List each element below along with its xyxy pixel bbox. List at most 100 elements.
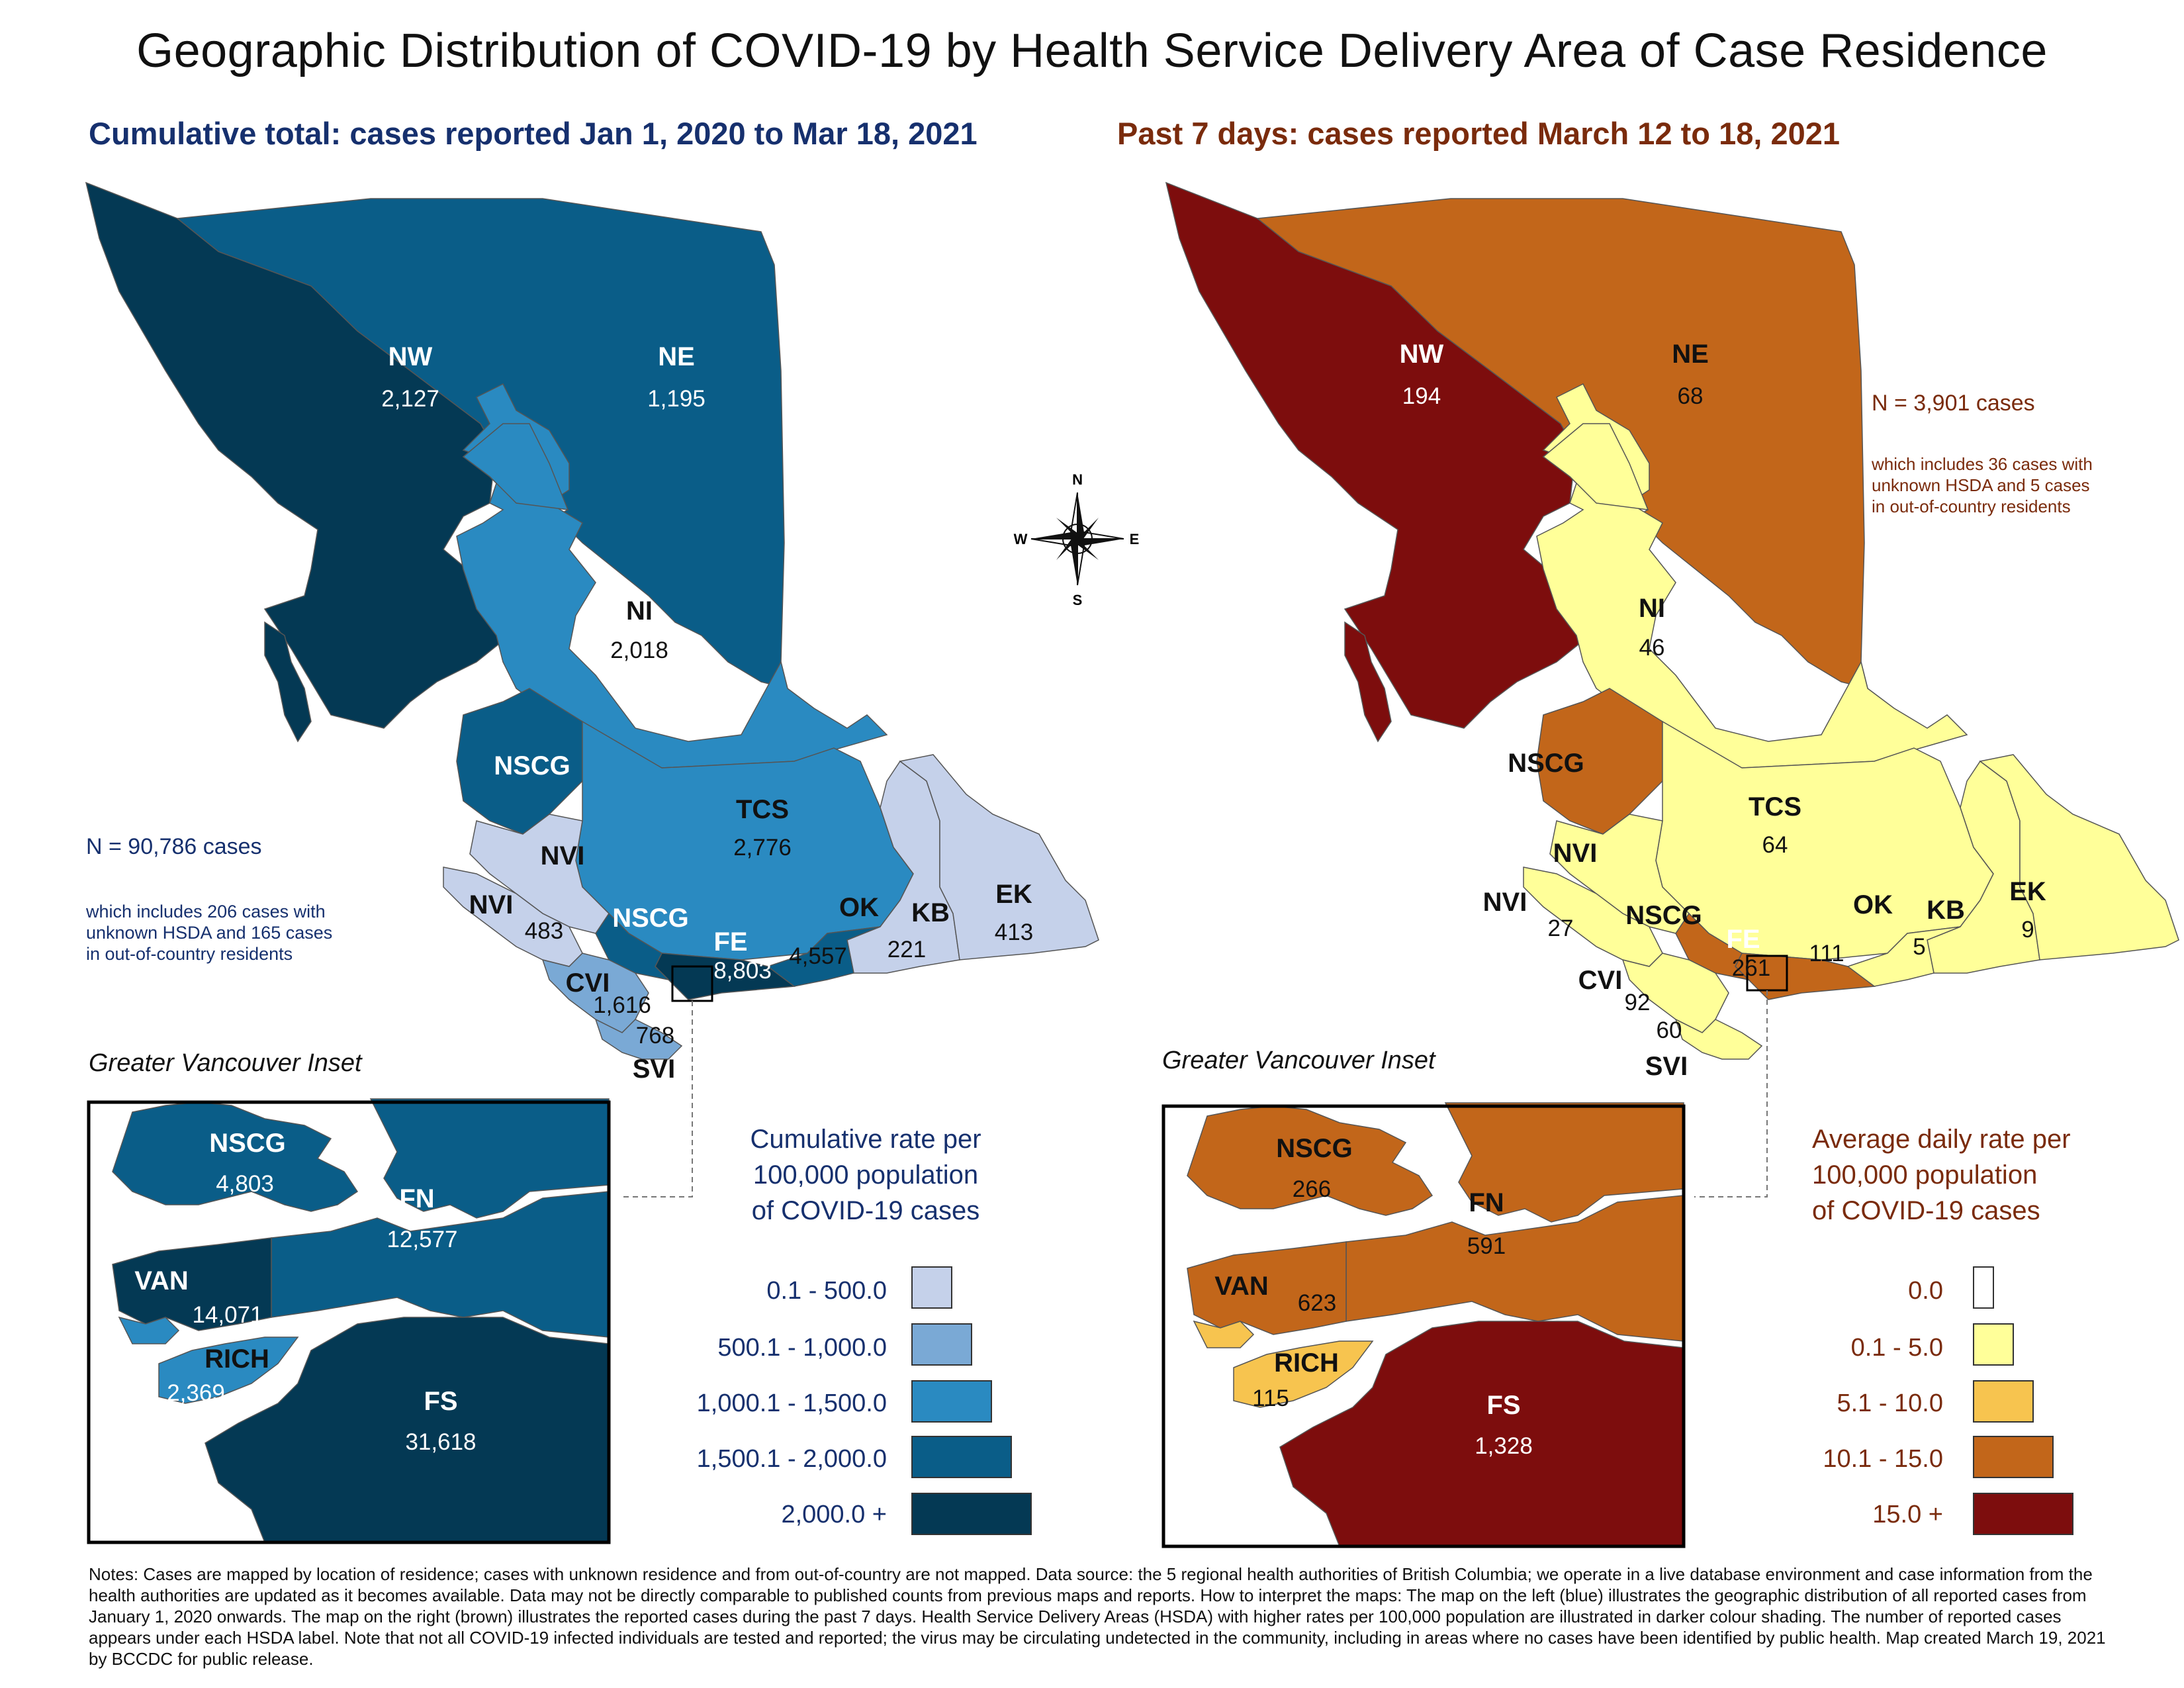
inset-leader-line (1694, 990, 1768, 1197)
label-nscg: NSCG (494, 751, 570, 780)
value-ne: 68 (1678, 383, 1704, 409)
legend-title-1: Cumulative rate per (750, 1125, 981, 1154)
value-ni: 46 (1639, 635, 1665, 661)
region-svi (1675, 1019, 1762, 1060)
value-ek: 413 (995, 919, 1033, 945)
cumulative-region-labels: NW 2,127 NE 1,195 NI 2,018 NSCG TCS 2,77… (381, 342, 1033, 1084)
label-nvi: NVI (1553, 839, 1598, 868)
n-note-1: which includes 36 cases with (1871, 454, 2093, 474)
past-7-days-total-note: N = 3,901 cases which includes 36 cases … (1871, 391, 2093, 516)
n-total: N = 3,901 cases (1872, 391, 2035, 416)
legend-item: 0.1 - 500.0 (766, 1277, 887, 1305)
label-svi: SVI (1645, 1052, 1688, 1081)
label-kb: KB (911, 898, 950, 927)
past-7-days-inset-map (1161, 1102, 1686, 1548)
legend-item: 1,000.1 - 1,500.0 (697, 1389, 887, 1417)
inset-frame (1161, 1104, 1686, 1548)
legend-swatch (1973, 1493, 2073, 1535)
notes-paragraph: Notes: Cases are mapped by location of r… (89, 1564, 2106, 1669)
label-ne: NE (658, 342, 695, 371)
inset-label-rich: RICH (1274, 1348, 1339, 1378)
label-nvi-west: NVI (1483, 888, 1527, 917)
value-fe: 261 (1732, 955, 1770, 981)
label-nscg-south: NSCG (612, 904, 689, 933)
legend-swatch (911, 1380, 992, 1423)
cumulative-map (85, 182, 1099, 1197)
n-note-2: unknown HSDA and 5 cases (1872, 475, 2090, 495)
inset-label-fs: FS (424, 1387, 457, 1416)
inset-label-rich: RICH (205, 1344, 269, 1374)
value-nvi-west: 27 (1548, 915, 1574, 941)
inset-label-van: VAN (134, 1266, 188, 1295)
legend-item: 15.0 + (1872, 1501, 1943, 1528)
legend-item: 0.1 - 5.0 (1851, 1334, 1943, 1362)
cumulative-inset-map (87, 1098, 611, 1544)
legend-item: 1,500.1 - 2,000.0 (697, 1445, 887, 1473)
inset-value-fn: 12,577 (387, 1227, 457, 1252)
value-nw: 2,127 (381, 386, 439, 412)
page-title: Geographic Distribution of COVID-19 by H… (136, 24, 2048, 77)
cumulative-inset-labels: NSCG 4,803 FN 12,577 VAN 14,071 RICH 2,3… (134, 1129, 476, 1455)
legend-title-3: of COVID-19 cases (752, 1196, 980, 1225)
cumulative-legend: Cumulative rate per 100,000 population o… (697, 1125, 1032, 1535)
inset-leader-line (619, 1001, 693, 1197)
n-note-1: which includes 206 cases with (85, 902, 326, 921)
label-nscg-south: NSCG (1625, 901, 1702, 930)
compass-s: S (1073, 592, 1083, 608)
value-ok: 111 (1809, 941, 1844, 966)
legend-title-1: Average daily rate per (1812, 1125, 2071, 1154)
label-ni: NI (626, 596, 653, 626)
legend-swatch (1973, 1323, 2014, 1366)
legend-swatch (911, 1436, 1012, 1478)
value-svi: 60 (1657, 1017, 1682, 1043)
legend-swatch (1973, 1266, 1994, 1309)
past-7-days-legend: Average daily rate per 100,000 populatio… (1812, 1125, 2073, 1535)
label-svi: SVI (633, 1055, 675, 1084)
n-note-2: unknown HSDA and 165 cases (86, 923, 332, 943)
past-7-days-map (1165, 182, 2179, 1197)
value-tcs: 64 (1762, 832, 1788, 858)
inset-value-nscg: 4,803 (216, 1171, 274, 1197)
label-ek: EK (2009, 877, 2046, 906)
n-note-3: in out-of-country residents (86, 944, 293, 964)
compass-e: E (1130, 531, 1140, 547)
label-fe: FE (713, 927, 747, 957)
value-kb: 5 (1913, 934, 1925, 960)
inset-label-van: VAN (1214, 1272, 1268, 1301)
inset-label-nscg: NSCG (209, 1129, 286, 1158)
value-nvi-west: 483 (525, 918, 563, 944)
label-kb: KB (1927, 896, 1965, 925)
label-ni: NI (1639, 594, 1665, 623)
value-cvi: 1,616 (593, 992, 651, 1018)
legend-item: 2,000.0 + (781, 1501, 887, 1528)
label-ok: OK (1853, 890, 1893, 919)
inset-value-fn: 591 (1467, 1233, 1506, 1259)
label-cvi: CVI (1578, 966, 1623, 995)
legend-item: 10.1 - 15.0 (1823, 1445, 1943, 1473)
compass-rose-icon: N S E W (1014, 471, 1140, 608)
inset-title-right: Greater Vancouver Inset (1162, 1047, 1436, 1074)
label-fe: FE (1726, 925, 1760, 954)
inset-label-fn: FN (399, 1184, 434, 1213)
legend-item: 0.0 (1908, 1277, 1943, 1305)
inset-value-fs: 1,328 (1475, 1433, 1533, 1459)
value-ok: 4,557 (789, 943, 847, 969)
n-total: N = 90,786 cases (86, 834, 262, 859)
subtitle-past-7-days: Past 7 days: cases reported March 12 to … (1117, 116, 1841, 151)
legend-item: 500.1 - 1,000.0 (717, 1334, 887, 1362)
legend-swatch (911, 1323, 972, 1366)
inset-value-fs: 31,618 (405, 1429, 476, 1455)
label-ne: NE (1672, 340, 1709, 369)
value-ne: 1,195 (647, 386, 705, 412)
legend-swatch (911, 1266, 952, 1309)
inset-frame (87, 1100, 611, 1544)
label-nw: NW (388, 342, 433, 371)
inset-label-fn: FN (1469, 1188, 1504, 1217)
compass-n: N (1072, 471, 1083, 488)
n-note-3: in out-of-country residents (1872, 496, 2071, 516)
value-svi: 768 (636, 1023, 674, 1049)
label-nvi: NVI (541, 841, 585, 870)
legend-swatch (1973, 1380, 2034, 1423)
